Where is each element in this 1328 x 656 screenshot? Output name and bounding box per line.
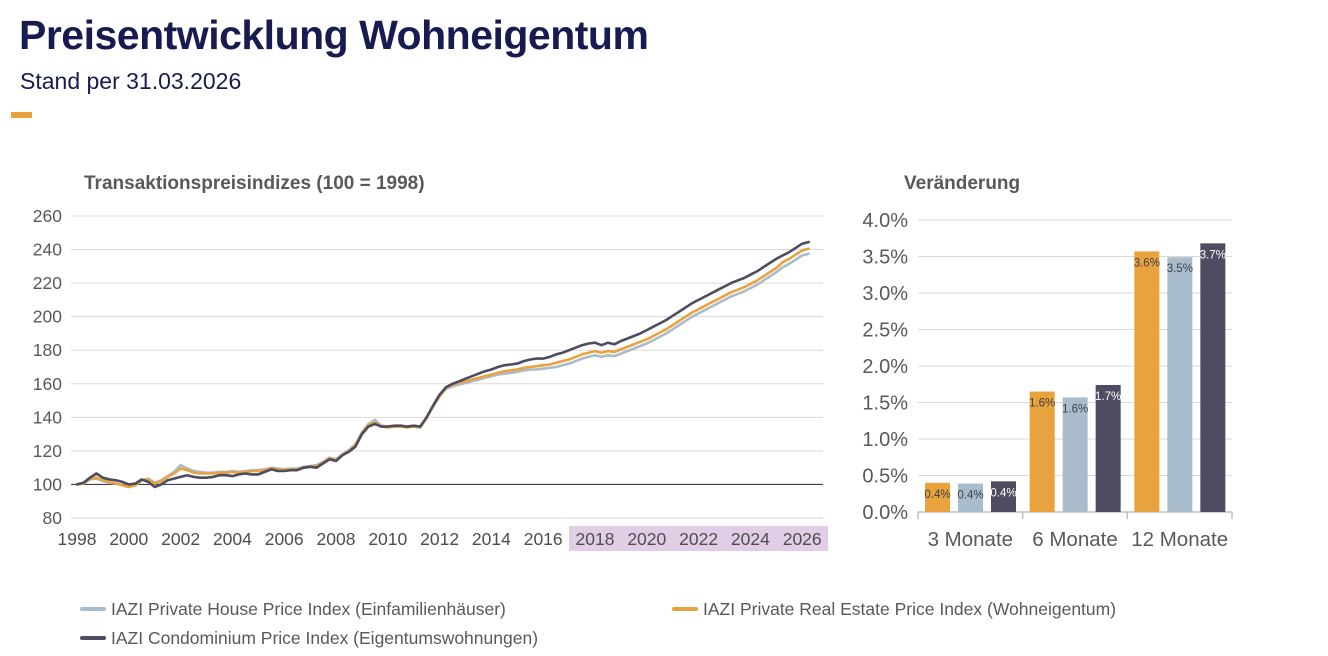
x-axis-tick-label: 2002 — [161, 529, 200, 549]
y-axis-tick-label: 240 — [33, 240, 62, 260]
y-axis-tick-label: 100 — [33, 474, 62, 494]
bar-orange — [925, 482, 950, 512]
bar-chart-title: Veränderung — [904, 173, 1021, 194]
x-axis-tick-label: 2000 — [109, 529, 148, 549]
bar-dark_slate — [1095, 384, 1121, 512]
x-axis-tick-label: 2016 — [524, 529, 563, 549]
x-axis-tick-label: 2024 — [731, 529, 770, 549]
x-axis-tick-label: 2018 — [576, 529, 615, 549]
y-axis-tick-label: 260 — [33, 206, 62, 226]
y-axis-tick-label: 2.0% — [862, 356, 908, 378]
bar-value-label: 1.7% — [1095, 391, 1121, 403]
x-axis-tick-label: 2026 — [783, 529, 822, 549]
legend-label: IAZI Private House Price Index (Einfamil… — [111, 598, 506, 619]
page-subtitle: Stand per 31.03.2026 — [20, 68, 242, 94]
y-axis-tick-label: 0.0% — [862, 502, 908, 524]
x-axis-tick-label: 2008 — [317, 529, 356, 549]
x-axis-category-label: 3 Monate — [928, 528, 1013, 551]
bar-orange — [1134, 251, 1160, 512]
x-axis-tick-label: 2010 — [368, 529, 407, 549]
legend-item: IAZI Private Real Estate Price Index (Wo… — [672, 598, 1116, 620]
bar-value-label: 3.6% — [1134, 257, 1160, 269]
bar-orange — [1029, 391, 1055, 512]
y-axis-tick-label: 1.0% — [862, 429, 908, 451]
x-axis-category-label: 12 Monate — [1131, 528, 1228, 551]
bar-value-label: 1.6% — [1029, 398, 1055, 410]
bar-value-label: 0.4% — [924, 489, 950, 501]
x-axis-tick-label: 2006 — [265, 529, 304, 549]
x-axis-tick-label: 2004 — [213, 529, 252, 549]
page-title: Preisentwicklung Wohneigentum — [19, 12, 649, 58]
y-axis-tick-label: 4.0% — [862, 210, 908, 232]
x-axis-tick-label: 2022 — [679, 529, 718, 549]
y-axis-tick-label: 200 — [33, 307, 62, 327]
legend-dark_slate-line-icon — [80, 636, 106, 640]
legend-label: IAZI Private Real Estate Price Index (Wo… — [703, 598, 1117, 619]
y-axis-tick-label: 2.5% — [862, 320, 908, 342]
bar-light_blue — [1062, 397, 1088, 512]
series-line-light_blue — [75, 252, 811, 489]
transaction-price-index-line-chart: 80 100 120 140 160 180 200 220 240 260 1998 2000 200… — [33, 206, 829, 551]
y-axis-tick-label: 80 — [43, 508, 63, 528]
bar-light_blue — [1167, 257, 1193, 512]
x-axis-tick-label: 2014 — [472, 529, 511, 549]
y-axis-tick-label: 3.0% — [862, 283, 908, 305]
y-axis-tick-label: 0.5% — [862, 466, 908, 488]
line-chart-title: Transaktionspreisindizes (100 = 1998) — [84, 173, 425, 194]
series-line-dark_slate — [75, 240, 811, 489]
legend-label: IAZI Condominium Price Index (Eigentumsw… — [111, 627, 539, 648]
legend-light_blue-line-icon — [80, 607, 106, 611]
bar-value-label: 3.5% — [1167, 263, 1193, 275]
x-axis-tick-label: 2012 — [420, 529, 459, 549]
y-axis-tick-label: 1.5% — [862, 393, 908, 415]
x-axis-category-label: 6 Monate — [1032, 528, 1117, 551]
change-bar-chart: 0.0% 0.5% 1.0% 1.5% 2.0% 2.5% 3.0% 3.5% 4.0% 0.4%… — [862, 210, 1233, 551]
y-axis-tick-label: 120 — [33, 441, 62, 461]
y-axis-tick-label: 160 — [33, 374, 62, 394]
x-axis-highlight — [569, 526, 829, 551]
y-axis-tick-label: 220 — [33, 273, 62, 293]
bar-dark_slate — [991, 481, 1016, 512]
bar-light_blue — [958, 483, 983, 512]
accent-dash — [11, 112, 32, 118]
y-axis-tick-label: 140 — [33, 407, 62, 427]
x-axis-tick-label: 2020 — [627, 529, 666, 549]
legend-item: IAZI Condominium Price Index (Eigentumsw… — [80, 627, 538, 649]
bar-dark_slate — [1200, 243, 1226, 513]
legend-item: IAZI Private House Price Index (Einfamil… — [80, 598, 506, 620]
bar-value-label: 1.6% — [1062, 403, 1088, 415]
y-axis-tick-label: 180 — [33, 340, 62, 360]
bar-value-label: 0.4% — [957, 490, 983, 502]
x-axis-tick-label: 1998 — [58, 529, 97, 549]
y-axis-tick-label: 3.5% — [862, 247, 908, 269]
bar-value-label: 3.7% — [1200, 249, 1226, 261]
legend-orange-line-icon — [672, 607, 698, 611]
bar-value-label: 0.4% — [990, 487, 1016, 499]
